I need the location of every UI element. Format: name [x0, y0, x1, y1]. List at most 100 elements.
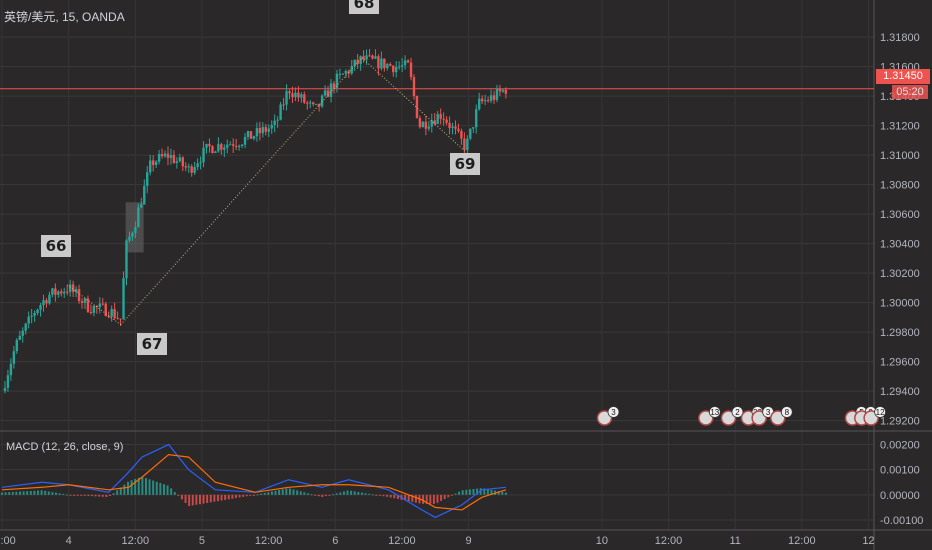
macd-histogram-bar	[191, 494, 194, 506]
candle-body	[258, 128, 262, 134]
macd-histogram-bar	[429, 494, 432, 504]
macd-histogram-bar	[22, 491, 25, 495]
candle-body	[504, 89, 508, 94]
time-tick-label: 10	[596, 535, 608, 547]
wave-label-68[interactable]: 68	[349, 0, 379, 14]
candle-body	[477, 98, 481, 110]
candle-body	[243, 137, 247, 145]
time-tick-label: 12	[862, 535, 874, 547]
time-tick-label: 12:00	[788, 535, 816, 547]
candle-body	[392, 65, 395, 73]
macd-pane	[1, 443, 507, 519]
candle-body	[27, 316, 30, 324]
time-tick-label: 12:00	[122, 535, 150, 547]
candle-body	[172, 155, 176, 163]
macd-histogram-bar	[386, 494, 389, 497]
candle-body	[317, 103, 321, 107]
candle-body	[341, 73, 345, 75]
macd-histogram-bar	[368, 493, 371, 495]
time-tick-label: 5	[199, 535, 205, 547]
macd-title: MACD (12, 26, close, 9)	[6, 441, 124, 453]
candle-body	[54, 288, 57, 295]
price-tick-label: 1.31000	[880, 150, 920, 162]
wave-label-67[interactable]: 67	[137, 333, 167, 355]
price-tick-label: 1.29400	[880, 386, 920, 398]
event-marker[interactable]: 13	[698, 406, 721, 426]
macd-histogram-bar	[371, 494, 374, 496]
macd-histogram-bar	[501, 491, 504, 495]
candle-body	[146, 172, 149, 186]
candle-body	[60, 291, 63, 294]
event-marker[interactable]: 3	[596, 406, 620, 426]
candle-body	[406, 60, 410, 63]
macd-histogram-bar	[209, 494, 212, 503]
candle-body	[110, 309, 113, 317]
macd-histogram-bar	[472, 488, 475, 495]
candle-body	[418, 118, 422, 128]
candle-body	[143, 185, 146, 205]
candle-body	[445, 119, 448, 123]
macd-histogram-bar	[152, 480, 155, 495]
candle-body	[116, 318, 119, 320]
macd-histogram-bar	[468, 489, 471, 495]
price-tick-label: 1.31800	[880, 32, 920, 44]
event-marker[interactable]: 8	[770, 406, 793, 426]
macd-histogram-bar	[404, 494, 407, 501]
candle-body	[344, 71, 348, 74]
candle-body	[175, 161, 179, 163]
macd-histogram-bar	[155, 481, 158, 495]
candle-body	[125, 240, 128, 279]
candle-body	[374, 56, 377, 59]
candle-body	[255, 128, 259, 137]
candle-body	[326, 90, 330, 98]
candle-body	[338, 73, 342, 75]
candle-body	[356, 59, 359, 64]
candle-body	[92, 306, 96, 313]
macd-histogram-bar	[328, 494, 331, 496]
candle-body	[231, 144, 235, 146]
candle-body	[18, 335, 21, 340]
candle-body	[335, 73, 339, 89]
macd-histogram-bar	[267, 492, 270, 495]
macd-histogram-bar	[123, 484, 126, 495]
candle-body	[460, 130, 463, 139]
time-tick-label: 12:00	[388, 535, 416, 547]
candle-body	[134, 227, 137, 234]
macd-histogram-bar	[335, 493, 338, 495]
wave-label-66[interactable]: 66	[41, 235, 71, 257]
candle-body	[199, 162, 202, 164]
macd-histogram-bar	[94, 494, 97, 497]
price-tick-label: 1.30600	[880, 209, 920, 221]
macd-histogram-bar	[339, 492, 342, 495]
candle-body	[107, 316, 110, 318]
candle-body	[282, 104, 285, 106]
event-count: 8	[785, 408, 790, 417]
signal-line	[1, 453, 507, 511]
macd-histogram-bar	[321, 494, 324, 497]
candle-body	[131, 233, 134, 237]
event-marker[interactable]: 2	[720, 406, 744, 426]
time-tick-label: 4	[66, 535, 72, 547]
macd-histogram-bar	[443, 494, 446, 500]
candle-body	[397, 66, 401, 68]
candle-body	[187, 166, 190, 168]
macd-histogram-bar	[249, 494, 252, 496]
macd-histogram-bar	[364, 493, 367, 495]
candle-body	[48, 294, 51, 304]
economic-events[interactable]: 313222385912	[596, 406, 887, 426]
macd-histogram-bar	[72, 494, 75, 496]
candle-body	[368, 55, 371, 57]
event-marker[interactable]: 12	[863, 406, 887, 426]
macd-histogram-bar	[231, 494, 234, 499]
macd-histogram-bar	[310, 494, 313, 496]
candle-body	[489, 95, 493, 101]
candle-body	[193, 167, 196, 173]
candle-body	[98, 303, 102, 307]
candle-body	[184, 166, 187, 168]
candle-body	[190, 166, 193, 173]
wave-label-69[interactable]: 69	[450, 153, 480, 175]
candle-body	[306, 102, 309, 104]
macd-histogram-bar	[299, 491, 302, 495]
flag-icon	[863, 410, 879, 426]
